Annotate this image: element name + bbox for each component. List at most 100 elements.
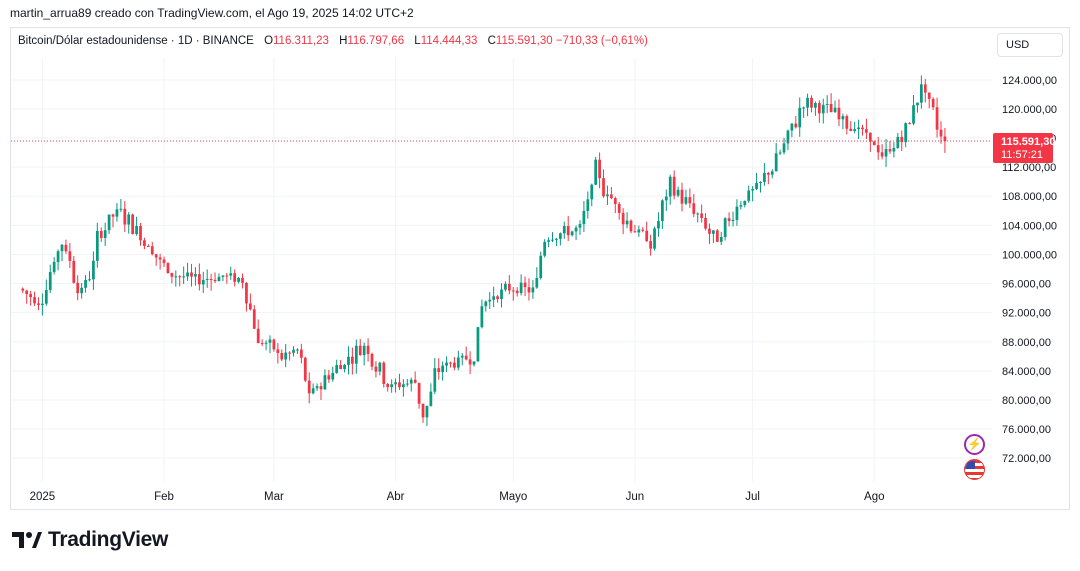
candle-body xyxy=(178,276,182,278)
candle-body xyxy=(880,152,884,157)
candle-body xyxy=(609,194,613,199)
candle-body xyxy=(708,228,711,234)
candle-body xyxy=(453,362,456,368)
last-price-value: 115.591,30 xyxy=(1001,136,1055,148)
candle-body xyxy=(201,279,205,285)
tradingview-logo[interactable]: TradingView xyxy=(12,528,168,552)
candle-body xyxy=(574,227,578,232)
candle-body xyxy=(582,210,586,225)
candle-body xyxy=(500,289,503,300)
currency-button[interactable]: USD xyxy=(997,33,1063,57)
candle-body xyxy=(99,230,103,238)
candle-body xyxy=(735,206,739,220)
symbol-label[interactable]: Bitcoin/Dólar estadounidense · 1D · BINA… xyxy=(18,35,254,47)
candle-body xyxy=(264,342,268,344)
candle-body xyxy=(680,189,684,204)
low-value: 114.444,33 xyxy=(420,35,478,47)
candle-body xyxy=(712,230,715,234)
candle-body xyxy=(95,230,99,261)
candle-body xyxy=(547,240,550,242)
y-tick-label: 104.000,00 xyxy=(1002,220,1057,232)
candle-body xyxy=(276,349,280,354)
candle-body xyxy=(296,349,299,351)
candle-body xyxy=(92,260,95,280)
candle-body xyxy=(245,282,248,304)
candle-body xyxy=(511,290,515,292)
candle-body xyxy=(802,107,806,109)
candle-body xyxy=(468,359,472,365)
x-tick-label: Jun xyxy=(626,491,645,503)
y-tick-label: 120.000,00 xyxy=(1002,104,1057,116)
candle-countdown: 11:57:21 xyxy=(1001,149,1043,161)
candle-body xyxy=(339,365,342,370)
candle-body xyxy=(892,147,896,152)
candle-body xyxy=(739,205,743,207)
candle-body xyxy=(668,176,672,197)
candle-body xyxy=(449,362,452,364)
candle-body xyxy=(370,353,374,367)
candle-body xyxy=(327,375,331,380)
candle-body xyxy=(382,362,386,384)
candle-body xyxy=(186,272,189,277)
candle-body xyxy=(425,405,429,418)
candle-body xyxy=(233,273,237,282)
lightning-icon[interactable]: ⚡ xyxy=(964,434,985,455)
candle-body xyxy=(676,189,680,196)
candle-body xyxy=(248,303,252,310)
candle-body xyxy=(782,143,786,153)
x-tick-label: Mayo xyxy=(499,491,527,503)
tradingview-logo-icon xyxy=(12,532,42,548)
candle-body xyxy=(586,199,590,211)
candle-body xyxy=(398,382,401,388)
candle-body xyxy=(413,379,417,383)
candle-body xyxy=(755,182,758,189)
candle-body xyxy=(197,274,201,285)
candle-body xyxy=(766,173,770,175)
candle-body xyxy=(123,208,127,225)
candle-body xyxy=(170,273,174,277)
candle-body xyxy=(72,260,76,283)
candle-body xyxy=(845,116,849,129)
candle-body xyxy=(60,244,64,252)
candle-body xyxy=(303,357,307,381)
candle-body xyxy=(315,386,319,389)
chart-panel[interactable] xyxy=(10,27,1070,510)
candle-body xyxy=(798,107,802,128)
us-flag-icon[interactable] xyxy=(964,459,985,480)
candle-body xyxy=(445,362,448,366)
candle-body xyxy=(405,383,409,385)
candle-body xyxy=(25,290,29,295)
candle-body xyxy=(252,309,256,329)
candle-body xyxy=(558,233,562,239)
candle-body xyxy=(598,159,601,179)
candle-body xyxy=(704,217,707,229)
candle-body xyxy=(943,136,947,142)
candle-body xyxy=(213,279,217,282)
candle-body xyxy=(692,203,696,214)
candle-body xyxy=(139,225,142,241)
candle-body xyxy=(394,382,397,385)
candle-body xyxy=(115,209,119,217)
y-tick-label: 72.000,00 xyxy=(1002,453,1051,465)
candle-body xyxy=(29,294,32,298)
candle-body xyxy=(417,382,421,404)
candle-body xyxy=(555,238,558,240)
open-value: 116.311,23 xyxy=(273,35,329,47)
candle-body xyxy=(146,246,150,248)
candle-body xyxy=(174,276,178,278)
candle-body xyxy=(649,241,652,249)
candle-body xyxy=(617,204,621,213)
candle-body xyxy=(715,230,719,242)
candle-body xyxy=(868,132,872,142)
candle-body xyxy=(158,257,162,260)
candle-body xyxy=(103,230,107,238)
candle-body xyxy=(613,198,617,205)
candle-body xyxy=(221,275,225,277)
y-tick-label: 84.000,00 xyxy=(1002,366,1051,378)
candle-body xyxy=(390,384,394,388)
candle-body xyxy=(700,213,703,218)
candle-body xyxy=(268,339,272,343)
candle-body xyxy=(256,328,260,344)
candle-body xyxy=(806,97,809,108)
